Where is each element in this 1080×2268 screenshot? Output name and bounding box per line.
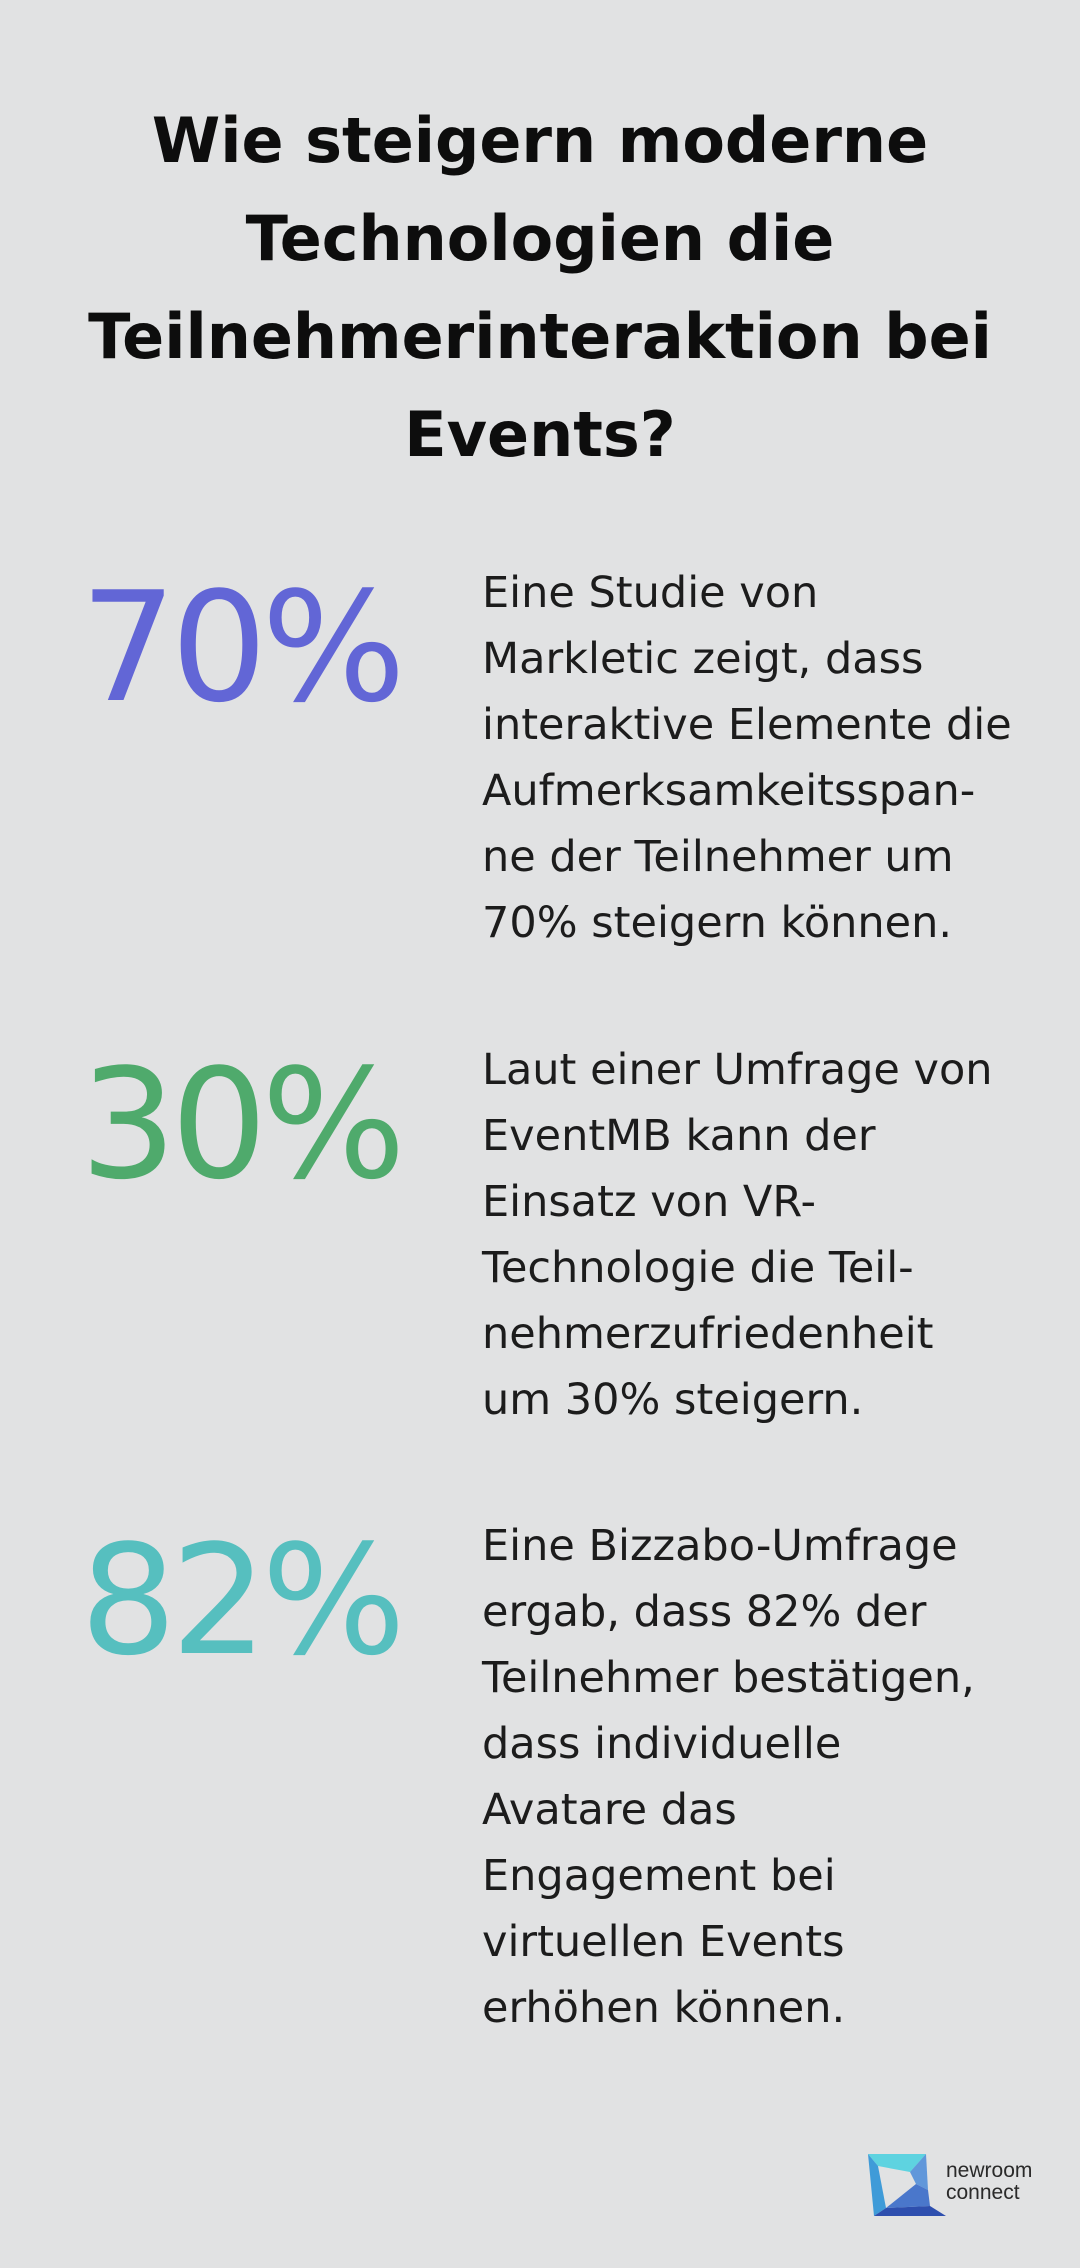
newroom-connect-logo: newroom connect xyxy=(866,2150,1046,2230)
page-title: Wie steigern moderne Technologien die Te… xyxy=(88,104,992,471)
stat-value: 70% xyxy=(80,559,406,736)
stat-value: 82% xyxy=(80,1512,406,1689)
logo-line-1: newroom xyxy=(946,2159,1033,2182)
stat-description: Laut einer Umfrage von EventMB kann der … xyxy=(482,1045,993,1425)
logo-mark-icon xyxy=(868,2154,946,2216)
stat-description: Eine Bizzabo-Umfrage ergab, dass 82% der… xyxy=(482,1521,975,2033)
logo-wordmark: newroom connect xyxy=(946,2160,1032,2204)
stat-description: Eine Studie von Markletic zeigt, dass in… xyxy=(482,568,1012,948)
logo-line-2: connect xyxy=(946,2181,1020,2204)
stat-value: 30% xyxy=(80,1036,406,1213)
